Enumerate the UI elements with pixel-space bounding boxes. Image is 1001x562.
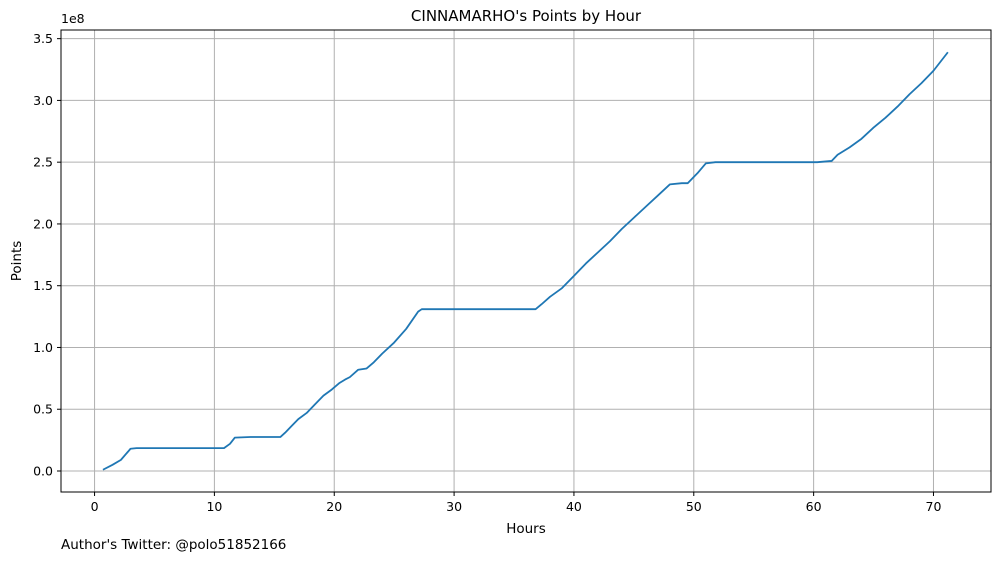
chart-title: CINNAMARHO's Points by Hour bbox=[411, 7, 642, 25]
x-tick-label: 50 bbox=[686, 499, 702, 514]
y-tick-label: 2.0 bbox=[33, 216, 53, 231]
ticks: 0 10 20 30 40 50 60 70 0.0 0.5 1.0 1.5 2.0 2.5 3.0 3.5 bbox=[33, 31, 941, 514]
x-tick-label: 40 bbox=[566, 499, 582, 514]
y-tick-label: 2.5 bbox=[33, 155, 53, 170]
y-offset-label: 1e8 bbox=[61, 11, 85, 26]
y-tick-label: 3.0 bbox=[33, 93, 53, 108]
y-tick-label: 3.5 bbox=[33, 31, 53, 46]
x-tick-label: 60 bbox=[806, 499, 822, 514]
y-axis-label: Points bbox=[9, 241, 25, 282]
x-tick-label: 20 bbox=[326, 499, 342, 514]
x-axis-label: Hours bbox=[506, 521, 546, 537]
x-tick-label: 30 bbox=[446, 499, 462, 514]
y-tick-label: 0.5 bbox=[33, 402, 53, 417]
x-tick-label: 70 bbox=[926, 499, 942, 514]
axes-frame bbox=[60, 29, 992, 493]
grid bbox=[61, 30, 991, 492]
author-credit: Author's Twitter: @polo51852166 bbox=[61, 537, 287, 553]
y-tick-label: 1.0 bbox=[33, 340, 53, 355]
x-tick-label: 10 bbox=[206, 499, 222, 514]
y-tick-label: 1.5 bbox=[33, 278, 53, 293]
series-line bbox=[102, 51, 949, 471]
x-tick-label: 0 bbox=[91, 499, 99, 514]
series-layer bbox=[102, 51, 949, 471]
y-tick-label: 0.0 bbox=[33, 464, 53, 479]
